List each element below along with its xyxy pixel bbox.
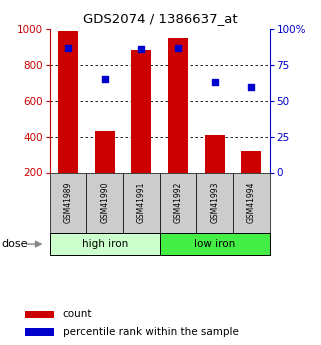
Bar — [25, 328, 54, 336]
Bar — [160, 233, 270, 255]
Bar — [86, 172, 123, 233]
Text: GSM41992: GSM41992 — [174, 182, 183, 223]
Text: GSM41990: GSM41990 — [100, 182, 109, 224]
Bar — [160, 172, 196, 233]
Bar — [58, 31, 78, 172]
Text: percentile rank within the sample: percentile rank within the sample — [63, 327, 239, 337]
Text: GSM41989: GSM41989 — [64, 182, 73, 223]
Point — [139, 47, 144, 52]
Bar — [50, 233, 160, 255]
Text: dose: dose — [2, 239, 28, 249]
Text: high iron: high iron — [82, 239, 128, 249]
Point — [249, 84, 254, 89]
Text: GDS2074 / 1386637_at: GDS2074 / 1386637_at — [83, 12, 238, 25]
Bar — [95, 131, 115, 172]
Text: low iron: low iron — [194, 239, 235, 249]
Bar — [50, 172, 86, 233]
Point — [102, 77, 107, 82]
Bar — [233, 172, 270, 233]
Bar — [123, 172, 160, 233]
Point — [65, 45, 71, 51]
Text: GSM41991: GSM41991 — [137, 182, 146, 223]
Bar — [25, 310, 54, 318]
Text: count: count — [63, 309, 92, 319]
Bar — [241, 151, 261, 172]
Bar — [131, 50, 152, 172]
Bar — [204, 135, 225, 172]
Point — [212, 80, 217, 85]
Text: GSM41993: GSM41993 — [210, 182, 219, 224]
Text: GSM41994: GSM41994 — [247, 182, 256, 224]
Bar — [168, 38, 188, 172]
Point — [176, 45, 181, 51]
Bar — [196, 172, 233, 233]
